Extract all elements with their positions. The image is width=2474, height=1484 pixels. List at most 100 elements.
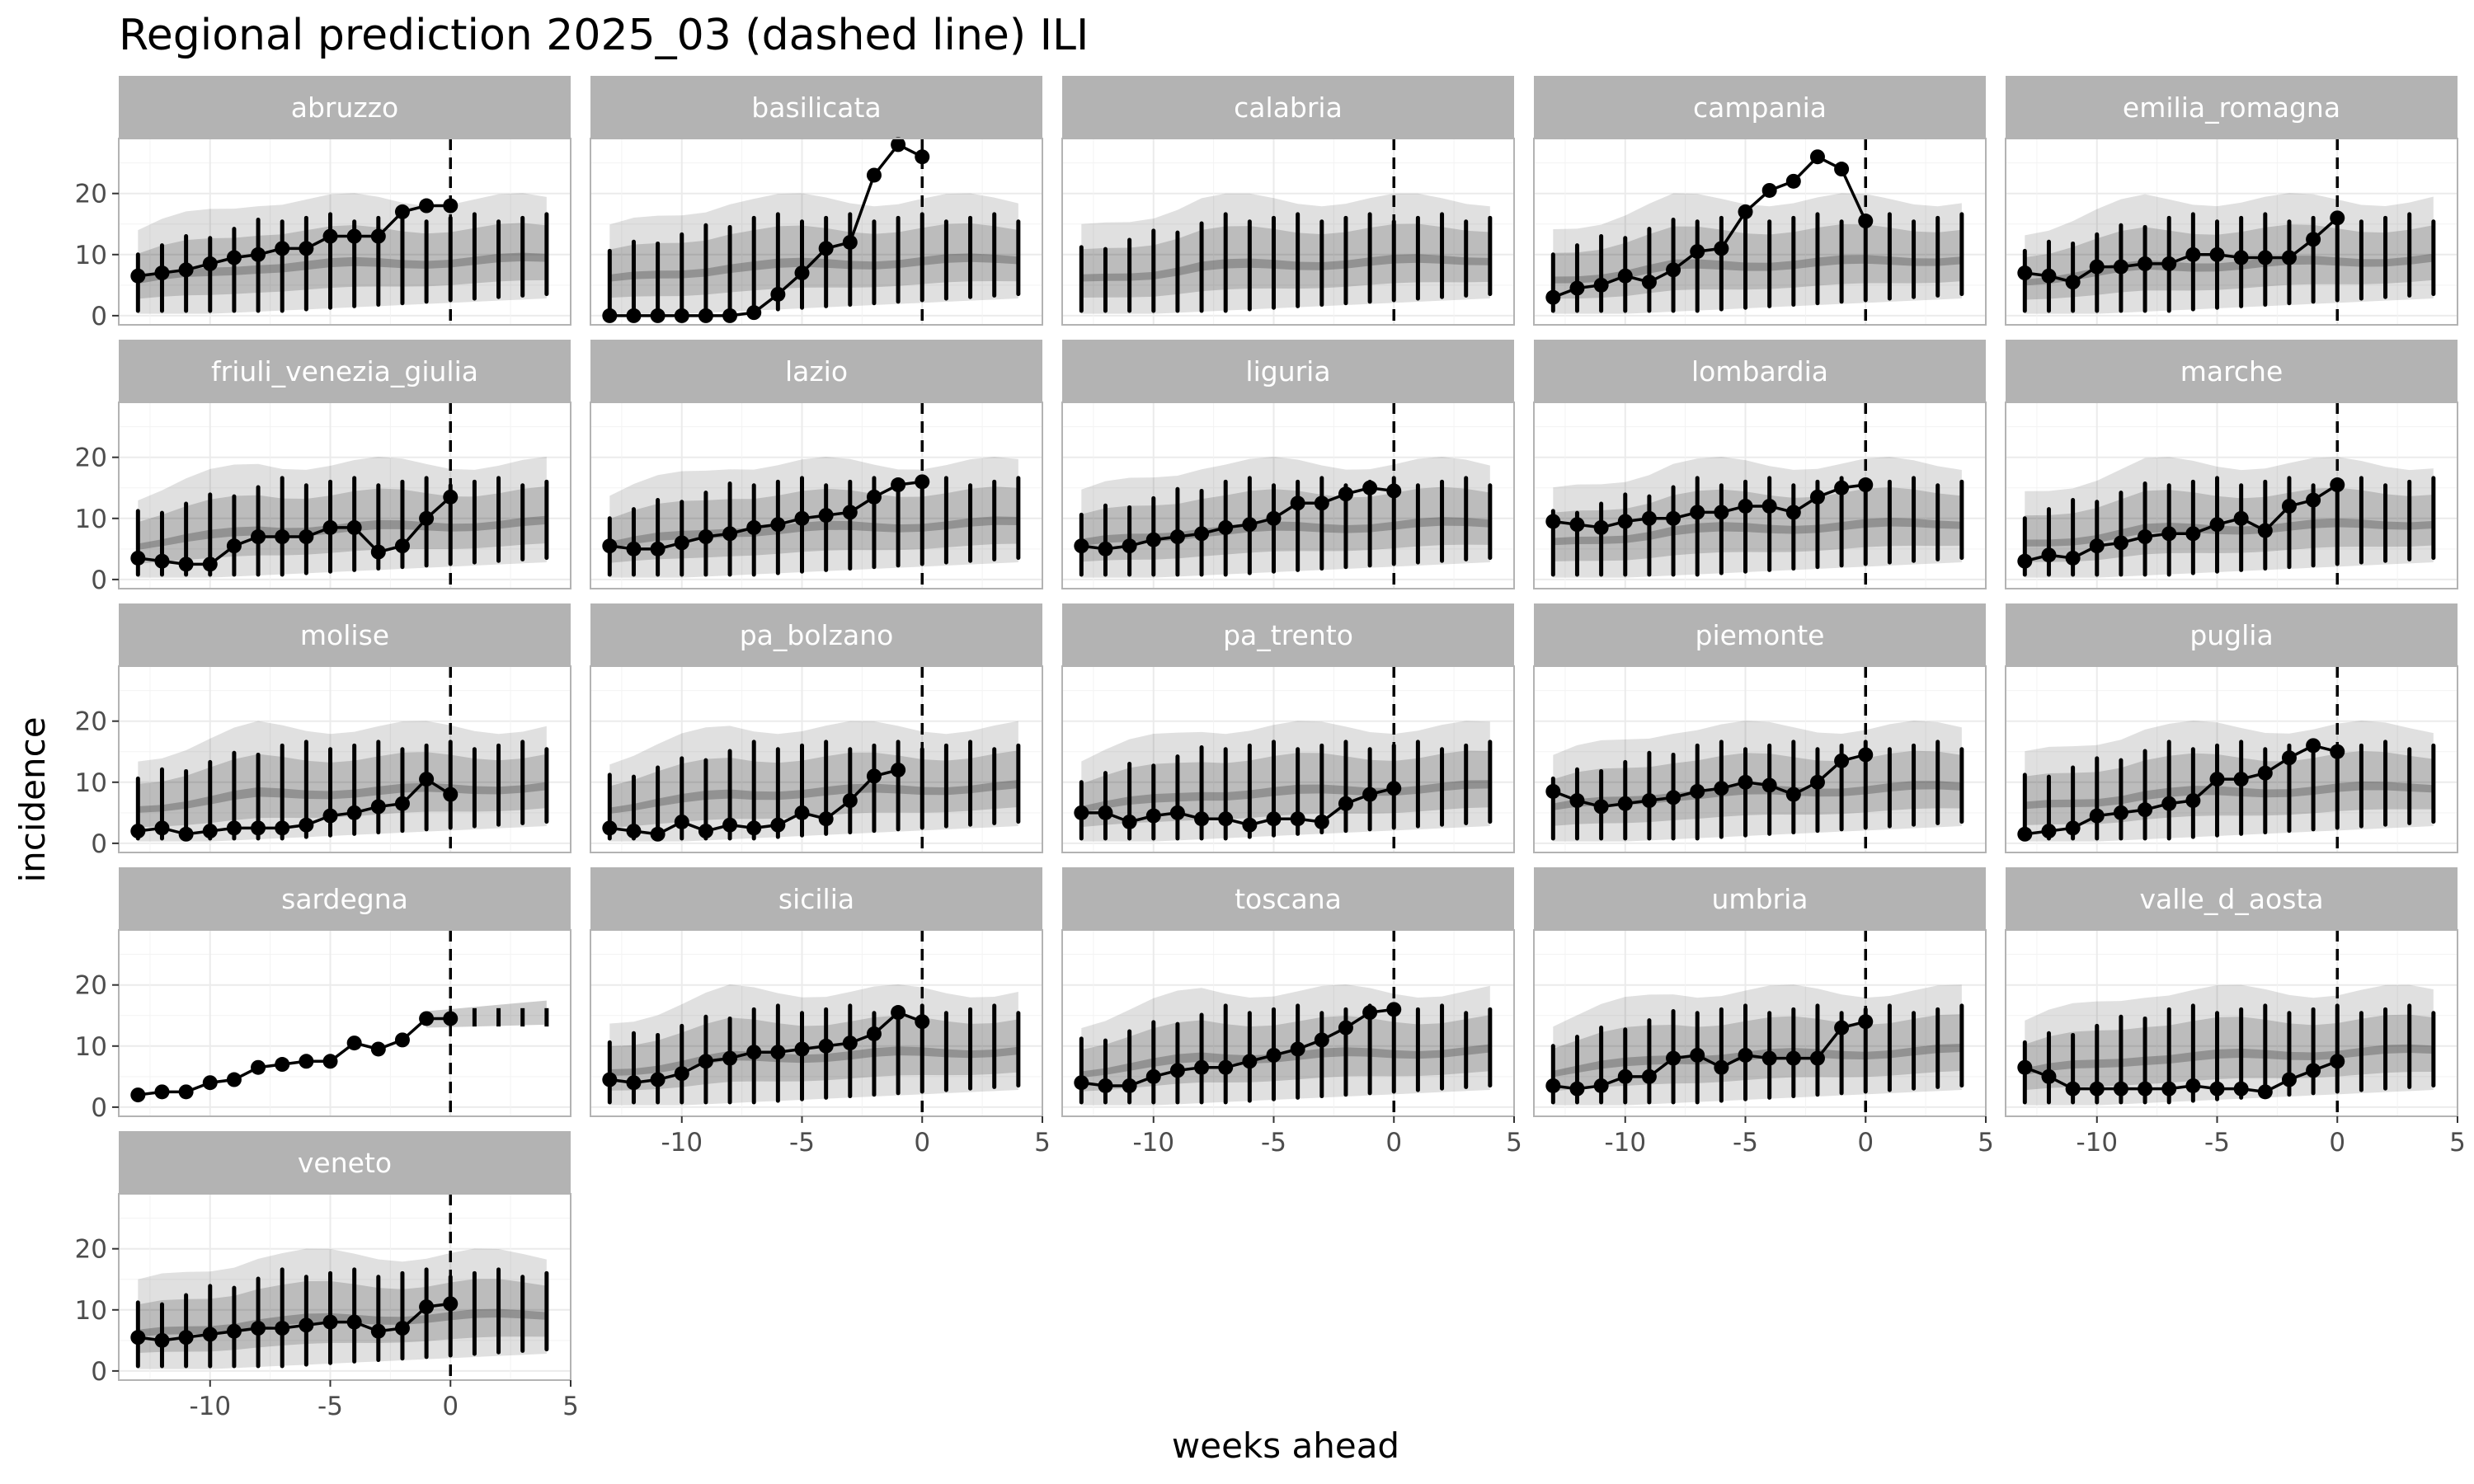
panel-border	[118, 665, 571, 853]
observed-point	[419, 1011, 435, 1026]
observed-point	[1386, 781, 1402, 796]
forecast-ribbon	[609, 1046, 1018, 1076]
observed-point	[626, 824, 642, 839]
observed-point	[1242, 817, 1258, 833]
observed-point	[1218, 1059, 1234, 1075]
facet-strip-label: piemonte	[1696, 619, 1825, 651]
facet-panels: abruzzo 0 10 20 basilicata calabria campania em…	[75, 76, 2466, 1421]
observed-point	[2233, 250, 2249, 265]
observed-point	[1714, 505, 1729, 520]
facet-abruzzo: abruzzo 0 10 20	[75, 76, 571, 331]
panel-border	[1533, 402, 1987, 589]
forecast-ribbon	[1081, 1044, 1490, 1078]
forecast-ribbon	[609, 721, 1018, 842]
forecast-ribbon	[2025, 224, 2434, 300]
observed-point	[226, 538, 242, 554]
panel-background	[119, 666, 571, 852]
observed-point	[1858, 747, 1874, 763]
observed-point	[251, 1321, 266, 1336]
observed-point	[891, 762, 906, 777]
observed-point	[322, 519, 338, 535]
observed-point	[2089, 808, 2105, 824]
observed-point	[251, 529, 266, 545]
panel-border	[118, 402, 571, 589]
panel-border	[1061, 402, 1515, 589]
panel-grid	[119, 930, 571, 1116]
observed-point	[1194, 811, 1210, 827]
y-tick-label: 10	[75, 768, 107, 798]
y-tick-label: 20	[75, 971, 107, 1001]
observed-point	[650, 541, 666, 556]
observed-point	[1690, 505, 1705, 520]
observed-point	[1617, 514, 1633, 529]
observed-point	[722, 308, 738, 323]
observed-point	[443, 787, 459, 802]
observed-point	[370, 1041, 386, 1057]
panel-background	[2006, 402, 2458, 589]
observed-point	[650, 826, 666, 842]
panel-background	[119, 930, 571, 1116]
observed-point	[842, 793, 858, 809]
y-tick-label: 10	[75, 241, 107, 270]
observed-point	[602, 1072, 618, 1087]
facet-friuli_venezia_giulia: friuli_venezia_giulia 0 10 20	[75, 340, 571, 595]
observed-point	[394, 1032, 410, 1048]
observed-point	[419, 198, 435, 214]
observed-point	[818, 508, 834, 524]
facet-strip	[119, 867, 571, 930]
panel-background	[119, 139, 571, 325]
facet-pa_bolzano: pa_bolzano	[590, 603, 1043, 853]
observed-point	[1362, 480, 1378, 495]
observed-point	[2257, 523, 2273, 538]
observed-point	[419, 772, 435, 787]
forecast-ribbon	[138, 193, 547, 314]
observed-point	[866, 167, 882, 183]
observed-point	[2185, 526, 2201, 542]
forecast-ribbon	[2025, 518, 2434, 547]
observed-point	[251, 820, 266, 836]
observed-point	[674, 814, 689, 829]
observed-point	[1545, 289, 1561, 305]
facet-strip	[1534, 76, 1986, 139]
observed-point	[698, 824, 713, 839]
facet-strip	[590, 603, 1042, 666]
observed-point	[1386, 1002, 1402, 1017]
forecast-ribbon	[609, 486, 1018, 563]
observed-point	[2113, 535, 2128, 551]
observed-point	[2209, 517, 2225, 533]
forecast-ribbon	[138, 223, 547, 299]
y-axis-title: incidence	[12, 716, 53, 882]
observed-point	[842, 1036, 858, 1051]
observed-point	[130, 1087, 146, 1103]
observed-point	[1834, 480, 1850, 495]
forecast-ribbon	[1081, 254, 1490, 282]
observed-point	[299, 817, 314, 833]
forecast-ribbon	[138, 1248, 547, 1369]
x-tick-label: -10	[2076, 1128, 2118, 1158]
observed-point	[842, 505, 858, 520]
observed-point	[1834, 753, 1850, 768]
panel-background	[1062, 402, 1514, 589]
observed-point	[1194, 1059, 1210, 1075]
panel-border	[1533, 929, 1987, 1117]
observed-point	[866, 489, 882, 505]
forecast-ribbon	[1553, 255, 1962, 284]
panel-background	[1534, 930, 1986, 1116]
observed-point	[1145, 1068, 1161, 1084]
panel-border	[590, 138, 1043, 326]
facet-strip	[2006, 867, 2458, 930]
forecast-ribbon	[138, 252, 547, 284]
panel-border	[2005, 665, 2458, 853]
observed-point	[2065, 275, 2081, 290]
panel-background	[1062, 930, 1514, 1116]
observed-point	[1858, 477, 1874, 493]
y-tick-label: 0	[91, 829, 107, 859]
observed-point	[226, 820, 242, 836]
x-tick-label: -5	[1733, 1128, 1758, 1158]
observed-point	[1314, 814, 1329, 829]
observed-point	[1386, 483, 1402, 499]
forecast-ribbon	[609, 750, 1018, 828]
observed-point	[698, 529, 713, 545]
observed-point	[1834, 162, 1850, 177]
